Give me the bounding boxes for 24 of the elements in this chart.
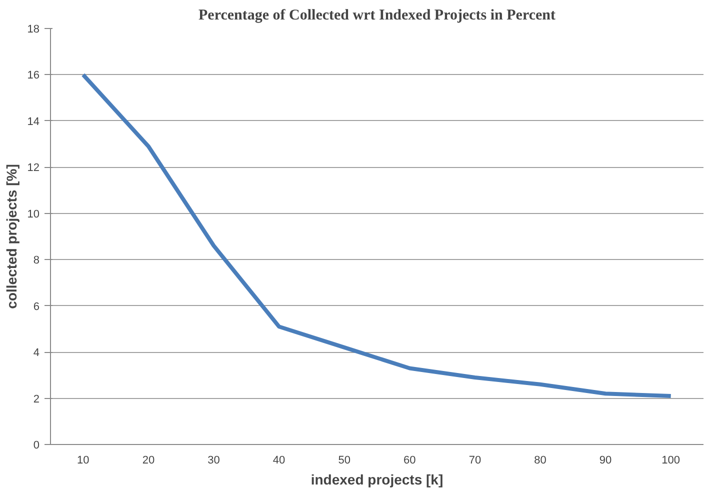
- x-tick-label: 60: [404, 454, 416, 466]
- y-tick-label: 4: [33, 347, 40, 360]
- y-tick-label: 6: [33, 300, 40, 313]
- line-series: [81, 72, 673, 398]
- y-tick-label: 14: [27, 116, 40, 128]
- y-tick-label: 8: [33, 254, 40, 267]
- x-tick-label: 20: [142, 454, 155, 466]
- y-tick-label: 2: [33, 393, 40, 406]
- x-tick-label: 100: [662, 454, 680, 466]
- x-tick-label: 70: [468, 454, 482, 466]
- x-axis-title: indexed projects [k]: [310, 472, 444, 488]
- x-tick-label: 30: [208, 454, 220, 466]
- y-tick-label: 12: [27, 162, 40, 174]
- x-tick-label: 50: [338, 454, 350, 466]
- y-tick-label: 10: [27, 208, 40, 220]
- chart-title: Percentage of Collected wrt Indexed Projects in Percent: [198, 8, 556, 24]
- y-tick-label: 16: [27, 70, 40, 82]
- y-axis-title: collected projects [%]: [3, 164, 20, 309]
- x-tick-label: 80: [534, 454, 546, 466]
- x-tick-label: 40: [272, 454, 286, 466]
- x-tick-label: 10: [77, 454, 90, 466]
- y-tick-label: 0: [33, 440, 40, 452]
- x-tick-label: 90: [599, 454, 612, 466]
- y-tick-label: 18: [27, 24, 40, 36]
